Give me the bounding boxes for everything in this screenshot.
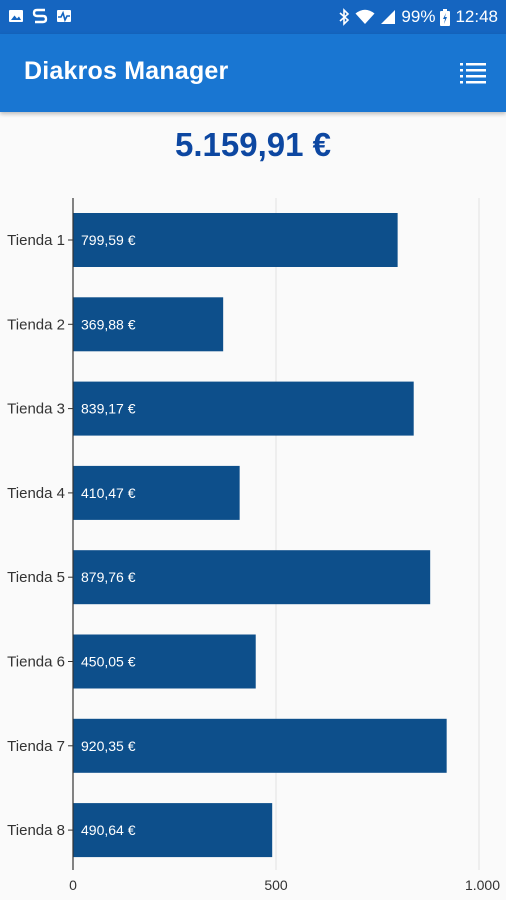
bar-value-label: 920,35 €	[81, 738, 136, 754]
x-tick-label: 0	[69, 877, 77, 893]
app-bar: Diakros Manager	[0, 34, 506, 112]
bar-value-label: 450,05 €	[81, 654, 136, 670]
activity-icon	[57, 10, 71, 23]
notification-icons	[8, 8, 72, 24]
bar	[73, 803, 273, 858]
category-label: Tienda 5	[7, 569, 65, 586]
bar	[73, 297, 224, 352]
x-tick-label: 1.000	[465, 877, 500, 893]
stores-bar-chart: 799,59 € Tienda 1 369,88 € Tienda 2 839,17 €…	[7, 198, 500, 893]
category-label: Tienda 6	[7, 654, 65, 671]
battery-icon	[440, 8, 451, 26]
category-label: Tienda 3	[7, 401, 65, 418]
bar-value-label: 410,47 €	[81, 485, 136, 501]
app-title: Diakros Manager	[24, 57, 229, 85]
bar	[73, 465, 240, 520]
bar	[73, 634, 256, 689]
bar	[73, 381, 414, 436]
bar	[73, 718, 447, 773]
bar	[73, 550, 431, 605]
bluetooth-icon	[339, 8, 350, 26]
battery-percentage: 99%	[401, 7, 436, 26]
bar-value-label: 839,17 €	[81, 401, 136, 417]
system-status: 99% 12:48	[338, 7, 498, 27]
bar-value-label: 490,64 €	[81, 822, 136, 838]
category-label: Tienda 8	[7, 822, 65, 839]
status-bar: 99% 12:48	[0, 0, 506, 34]
list-menu-icon[interactable]	[460, 61, 486, 85]
bar-value-label: 799,59 €	[81, 232, 136, 248]
x-tick-label: 500	[264, 877, 288, 893]
category-label: Tienda 1	[7, 232, 65, 249]
image-icon	[9, 10, 23, 22]
bar-value-label: 369,88 €	[81, 316, 136, 332]
category-label: Tienda 2	[7, 316, 65, 333]
wifi-icon	[355, 9, 375, 24]
clock: 12:48	[455, 7, 498, 26]
signal-icon	[381, 10, 396, 24]
total-amount: 5.159,91 €	[175, 126, 331, 163]
category-label: Tienda 7	[7, 738, 65, 755]
s-app-icon	[32, 8, 48, 24]
bar	[73, 213, 398, 267]
bar-value-label: 879,76 €	[81, 569, 136, 585]
category-label: Tienda 4	[7, 485, 65, 502]
